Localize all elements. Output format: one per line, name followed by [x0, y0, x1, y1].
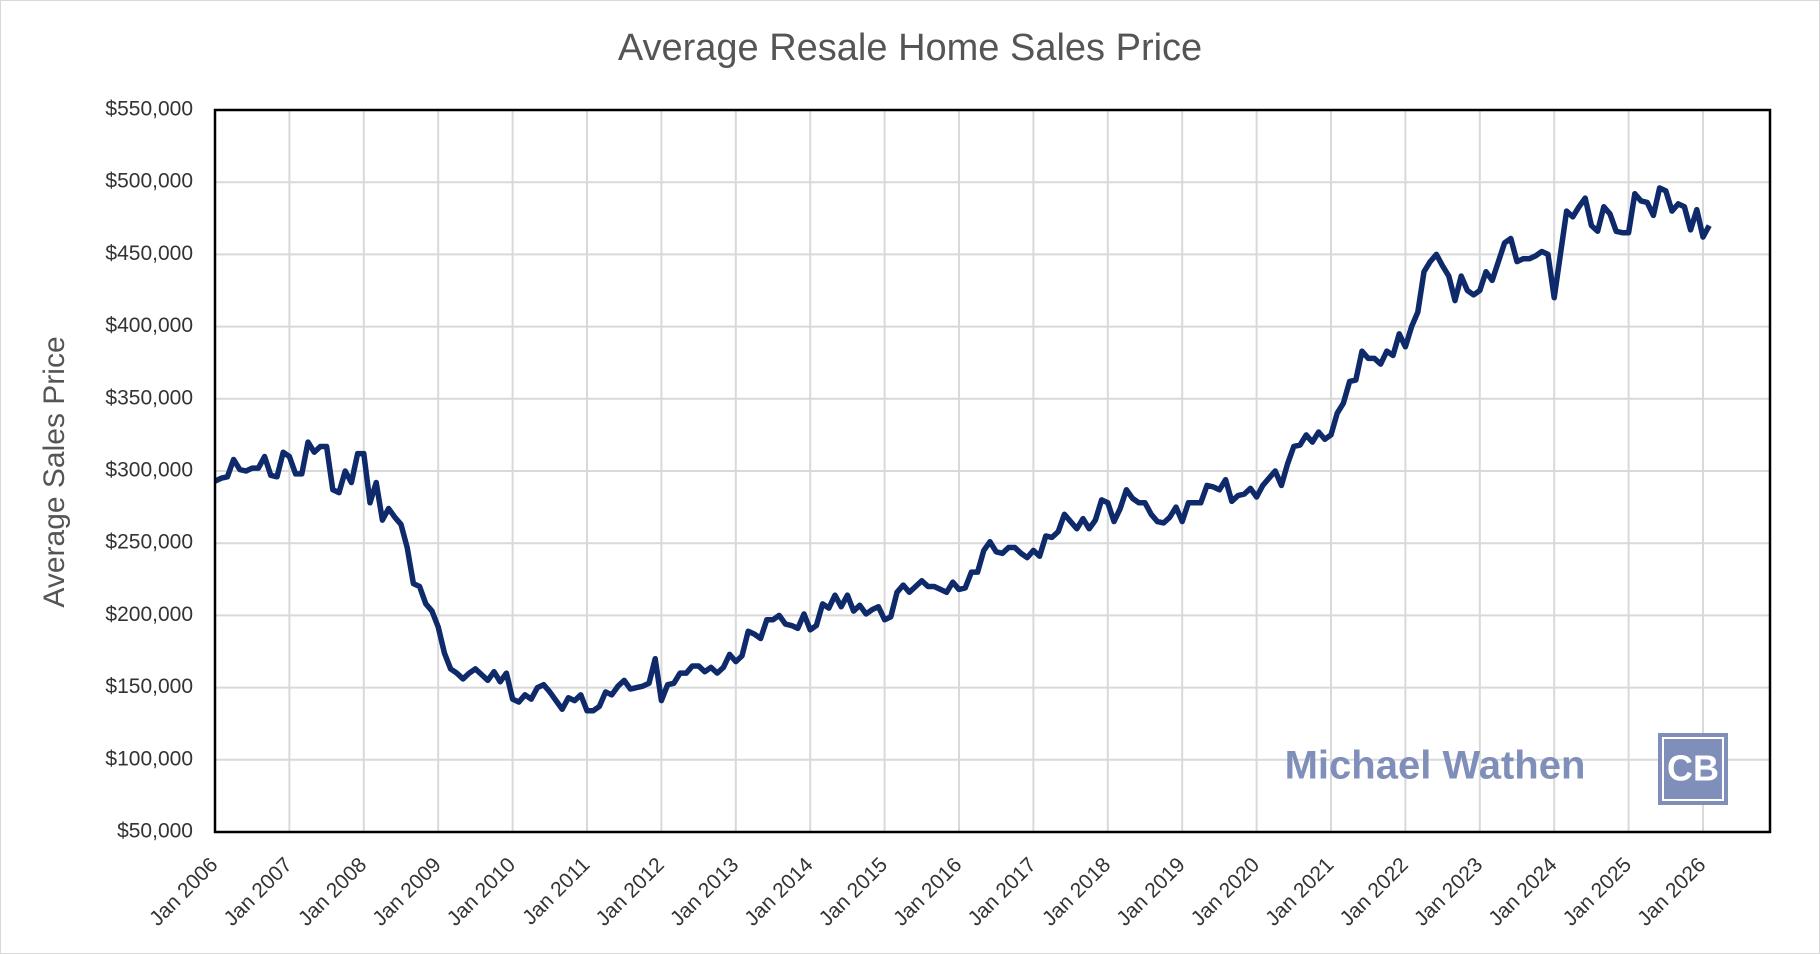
plot	[213, 185, 1712, 714]
y-tick-label: $100,000	[105, 747, 193, 770]
y-tick-label: $50,000	[117, 820, 193, 843]
chart-title: Average Resale Home Sales Price	[618, 27, 1202, 69]
y-tick-label: $300,000	[105, 459, 193, 482]
y-tick-label: $500,000	[105, 170, 193, 193]
y-tick-label: $550,000	[105, 98, 193, 121]
y-tick-label: $250,000	[105, 531, 193, 554]
y-tick-label: $400,000	[105, 314, 193, 337]
y-axis-label: Average Sales Price	[38, 336, 71, 607]
logo-box	[1658, 733, 1728, 805]
y-tick-label: $200,000	[105, 603, 193, 626]
line-series	[213, 185, 1712, 714]
plot-border	[213, 108, 1772, 834]
logo-border	[1662, 737, 1724, 801]
y-tick-label: $350,000	[105, 386, 193, 409]
logo-text: CB	[1667, 748, 1719, 789]
y-tick-label: $150,000	[105, 675, 193, 698]
y-tick-label: $450,000	[105, 242, 193, 265]
watermark: Michael Wathen	[1285, 744, 1586, 788]
